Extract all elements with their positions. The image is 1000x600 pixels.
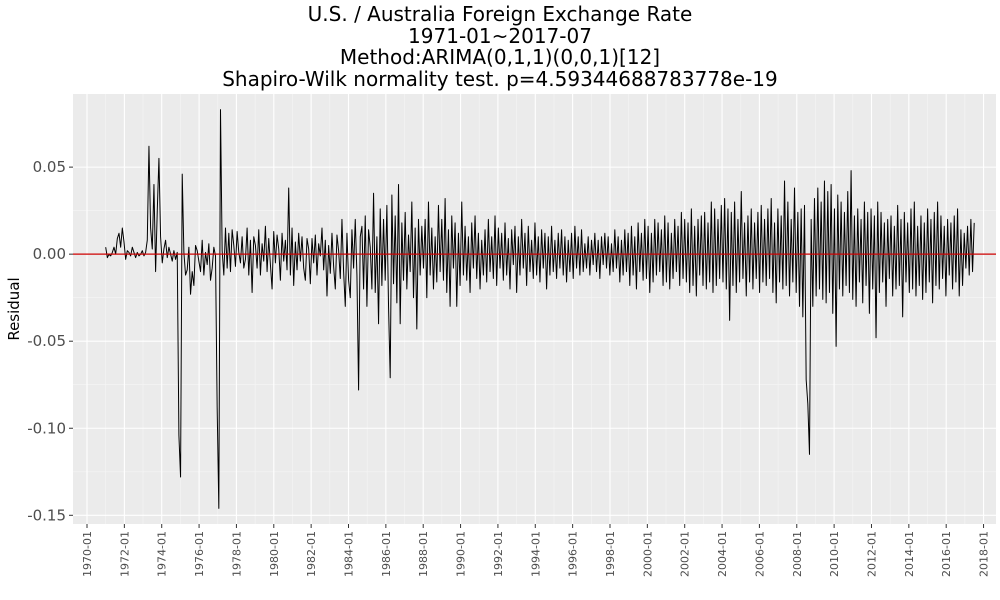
residual-series-line (105, 109, 975, 509)
y-tick-label: -0.15 (27, 506, 66, 524)
x-tick-label: 2014-01 (903, 531, 916, 577)
y-axis-title: Residual (5, 277, 23, 340)
x-tick-label: 1980-01 (268, 531, 281, 577)
y-tick-label: -0.10 (27, 419, 66, 437)
x-tick-label: 2010-01 (828, 531, 841, 577)
x-tick-label: 2008-01 (791, 531, 804, 577)
y-tick-label: 0.05 (33, 158, 66, 176)
x-tick-label: 2012-01 (865, 531, 878, 577)
x-tick-label: 1996-01 (567, 531, 580, 577)
plot-panel (73, 94, 996, 524)
x-tick-label: 2006-01 (753, 531, 766, 577)
chart-subtitle-normality-test: Shapiro-Wilk normality test. p=4.5934468… (222, 66, 778, 91)
chart-title: U.S. / Australia Foreign Exchange Rate (307, 2, 693, 26)
x-tick-label: 2004-01 (716, 531, 729, 577)
x-tick-label: 2016-01 (940, 531, 953, 577)
x-tick-label: 2000-01 (641, 531, 654, 577)
x-tick-label: 1972-01 (118, 531, 131, 577)
x-tick-label: 1992-01 (492, 531, 505, 577)
chart-subtitle-method: Method:ARIMA(0,1,1)(0,0,1)[12] (339, 45, 661, 69)
x-tick-label: 1982-01 (305, 531, 318, 577)
x-tick-label: 1976-01 (193, 531, 206, 577)
y-tick-label: -0.05 (27, 332, 66, 350)
x-tick-label: 1990-01 (455, 531, 468, 577)
x-tick-label: 1974-01 (156, 531, 169, 577)
chart-title-block: U.S. / Australia Foreign Exchange Rate 1… (0, 2, 1000, 91)
chart-subtitle-date-range: 1971-01~2017-07 (408, 23, 592, 48)
y-tick-label: 0.00 (33, 245, 66, 263)
x-tick-label: 1970-01 (81, 531, 94, 577)
x-tick-label: 1978-01 (230, 531, 243, 577)
x-tick-label: 2002-01 (679, 531, 692, 577)
x-tick-label: 1998-01 (604, 531, 617, 577)
x-tick-label: 1988-01 (417, 531, 430, 577)
x-tick-label: 1994-01 (529, 531, 542, 577)
x-tick-label: 1984-01 (342, 531, 355, 577)
x-tick-label: 2018-01 (978, 531, 991, 577)
x-tick-label: 1986-01 (380, 531, 393, 577)
